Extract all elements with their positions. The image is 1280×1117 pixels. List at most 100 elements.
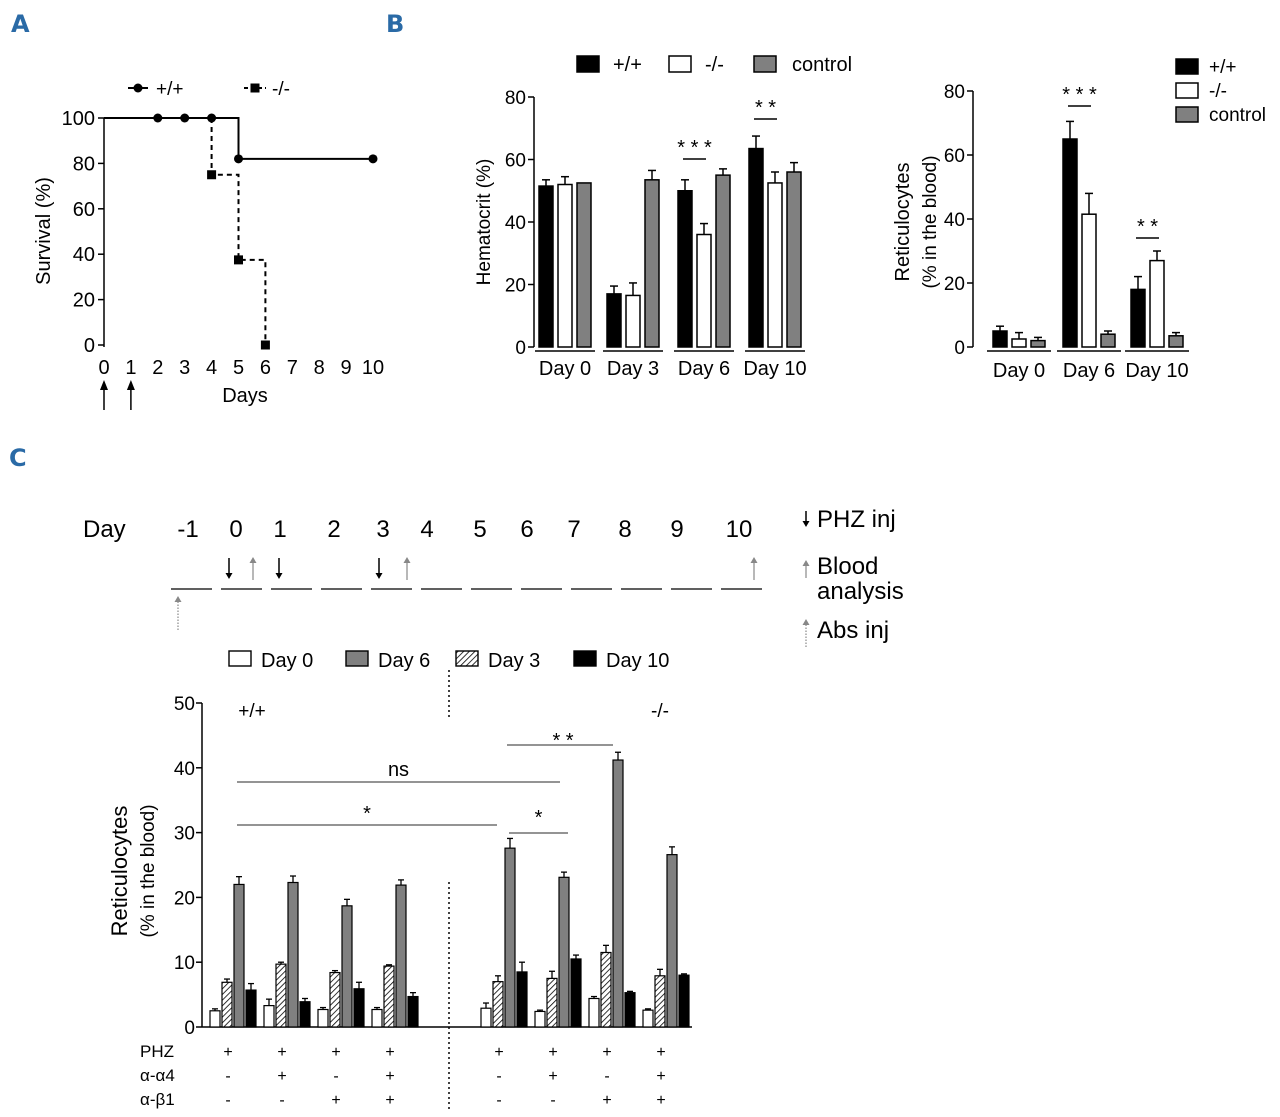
bar	[678, 974, 690, 1028]
legend-label: Day 10	[606, 650, 669, 672]
bar	[606, 293, 622, 348]
x-tick-label: 4	[206, 357, 217, 379]
bar	[715, 174, 731, 348]
bar	[263, 1005, 275, 1028]
up-arrow-head	[249, 557, 257, 563]
y-axis-label: Reticulocytes	[107, 806, 132, 937]
legend-swatch	[345, 650, 369, 667]
phz-arrow-head	[802, 521, 810, 527]
treatment-sign: -	[550, 1092, 555, 1109]
group-label-ko: -/-	[651, 701, 669, 722]
x-tick-label: 2	[152, 357, 163, 379]
y-axis-label: Survival (%)	[33, 177, 55, 285]
category-label: Day 10	[1125, 360, 1188, 382]
category-label: Day 0	[993, 360, 1045, 382]
category-label: Day 10	[743, 358, 806, 380]
y-tick-label: 10	[174, 953, 195, 974]
legend-label: Day 0	[261, 650, 313, 672]
legend-label: +/+	[613, 54, 642, 76]
timeline-day-number: 10	[726, 516, 753, 543]
bar	[654, 975, 666, 1028]
bar	[395, 884, 407, 1028]
treatment-sign: +	[656, 1068, 665, 1085]
data-point-wt	[368, 154, 378, 164]
treatment-sign: +	[494, 1044, 503, 1061]
series-line-ko	[210, 118, 267, 345]
significance-stars: * * *	[677, 137, 712, 159]
bar	[1100, 333, 1116, 348]
bar	[287, 881, 299, 1028]
timeline-day-number: 3	[376, 516, 389, 543]
treatment-sign: +	[385, 1068, 394, 1085]
legend-swatch	[668, 55, 692, 73]
legend-swatch	[1175, 82, 1199, 99]
legend-label-wt: +/+	[156, 79, 183, 100]
panel-letter-b: B	[386, 10, 404, 38]
bar	[383, 965, 395, 1028]
bar	[221, 981, 233, 1028]
legend-label: -/-	[1209, 81, 1227, 102]
bar	[642, 1009, 654, 1028]
bar	[558, 876, 570, 1028]
x-tick-label: 6	[260, 357, 271, 379]
bar	[353, 988, 365, 1028]
timeline-legend-analysis: analysis	[817, 578, 904, 605]
series-line-wt	[104, 117, 373, 160]
timeline-day-number: 7	[567, 516, 580, 543]
y-tick-label: 100	[62, 108, 95, 130]
data-point-wt	[153, 113, 163, 123]
treatment-sign: +	[548, 1044, 557, 1061]
y-tick-label: 0	[954, 338, 965, 359]
significance-stars: * *	[755, 97, 776, 119]
panel-letter-a: A	[11, 10, 30, 38]
bar	[748, 147, 764, 348]
category-label: Day 3	[607, 358, 659, 380]
bar	[644, 179, 660, 348]
up-arrow-head	[174, 596, 182, 602]
bar	[1130, 288, 1146, 348]
legend-swatch	[576, 55, 600, 73]
treatment-sign: +	[331, 1092, 340, 1109]
bar	[588, 997, 600, 1028]
y-tick-label: 40	[73, 244, 95, 266]
up-arrow-head	[750, 557, 758, 563]
y-axis-label: Reticulocytes	[892, 163, 914, 282]
legend-swatch	[228, 650, 252, 667]
category-label: Day 0	[539, 358, 591, 380]
treatment-sign: +	[277, 1068, 286, 1085]
y-tick-label: 20	[505, 276, 526, 297]
bar	[677, 190, 693, 348]
bar	[209, 1010, 221, 1028]
timeline-day-number: 0	[229, 516, 242, 543]
timeline-legend-blood: Blood	[817, 553, 878, 580]
legend-label: +/+	[1209, 57, 1236, 78]
x-tick-label: 7	[287, 357, 298, 379]
data-point-ko	[234, 255, 243, 265]
bar	[492, 981, 504, 1028]
bar	[317, 1008, 329, 1028]
bar	[480, 1007, 492, 1028]
treatment-sign: +	[331, 1044, 340, 1061]
treatment-sign: -	[225, 1092, 230, 1109]
data-point-wt	[234, 154, 243, 164]
bar	[666, 854, 678, 1028]
treatment-sign: +	[223, 1044, 232, 1061]
treatment-sign: -	[604, 1068, 609, 1085]
legend-label: Day 6	[378, 650, 430, 672]
y-tick-label: 60	[73, 199, 95, 221]
x-tick-label: 1	[125, 357, 136, 379]
y-tick-label: 40	[944, 210, 965, 231]
timeline-day-number: 4	[420, 516, 433, 543]
bar	[625, 294, 641, 348]
treatment-sign: +	[602, 1092, 611, 1109]
significance-label: ns	[388, 759, 409, 781]
bar	[786, 171, 802, 348]
legend-label: control	[792, 54, 852, 76]
treatment-sign: +	[548, 1068, 557, 1085]
legend-swatch	[1175, 106, 1199, 123]
x-axis-label: Days	[222, 385, 268, 407]
bar	[371, 1008, 383, 1028]
reticulocytes-chart-c: 0 10 20 30 40 50 Reticulocytes (% in the blood)…	[107, 650, 692, 1112]
